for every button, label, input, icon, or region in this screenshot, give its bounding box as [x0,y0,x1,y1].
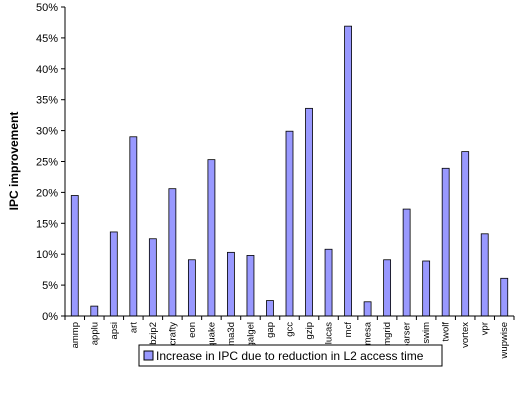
y-axis-label: IPC improvement [7,112,21,211]
bar-mgrid [383,259,392,317]
x-tick-label: vpr [480,322,491,335]
x-tick-label: mgrid [382,322,393,346]
bars [70,25,509,317]
legend-swatch [143,350,154,361]
x-tick-label: ammp [70,322,81,348]
x-tick-label: parser [402,322,413,349]
bar-twolf [441,167,450,317]
bar-gzip [305,107,313,317]
x-tick-label: applu [89,322,100,345]
x-tick-label: vortex [460,322,471,348]
x-tick-label: apsi [109,322,120,339]
x-tick-label: mesa [363,321,374,345]
bar-galgel [246,255,255,317]
x-axis-categories: ammp applu apsi art bzip2 crafty eon equake fma3… [64,316,515,359]
bar-swim [422,260,431,317]
bar-fma3d [227,251,235,317]
legend: Increase in IPC due to reduction in L2 a… [138,344,443,367]
x-tick-label: equake [206,322,217,353]
x-tick-label: gcc [285,322,296,337]
bar-gap [266,300,274,317]
y-tick-label: 20% [36,187,58,199]
x-tick-label: fma3d [226,322,237,348]
bar-equake [207,159,216,317]
x-tick-label: lucas [324,322,335,344]
y-tick-label: 40% [36,64,58,76]
bar-ammp [70,195,79,317]
y-tick-label: 15% [36,218,58,230]
bar-applu [90,305,99,317]
x-tick-label: swim [421,322,432,344]
y-tick-label: 30% [36,126,58,138]
bar-crafty [168,188,177,317]
y-tick-label: 45% [36,33,58,45]
x-tick-label: twolf [441,322,452,342]
bar-mcf [344,25,352,317]
x-tick-label: bzip2 [148,322,159,345]
y-tick-label: 0% [42,311,58,323]
y-tick-label: 35% [36,95,58,107]
bar-eon [187,259,196,317]
x-tick-label: eon [187,322,198,338]
bar-parser [402,208,411,317]
bar-apsi [109,231,118,317]
y-tick-label: 50% [36,2,58,14]
x-tick-label: mcf [343,322,354,338]
y-tick-label: 25% [36,157,58,169]
legend-label: Increase in IPC due to reduction in L2 a… [156,349,424,363]
bar-wupwise [500,277,509,317]
bar-bzip2 [148,238,157,317]
x-tick-label: wupwise [499,322,510,359]
x-tick-label: gzip [304,322,315,339]
y-tick-label: 10% [36,249,58,261]
bar-art [129,136,138,317]
x-tick-label: galgel [245,322,256,347]
bar-mesa [363,301,372,317]
bar-lucas [324,248,333,317]
bar-vortex [461,151,470,317]
y-axis-ticks: 0% 5% 10% 15% 20% 25% 30% 35% 40% 45% 50% [36,2,65,323]
bar-gcc [285,130,294,317]
bar-vpr [480,233,489,317]
x-tick-label: crafty [167,322,178,345]
legend-box [138,344,443,367]
x-tick-label: art [128,322,139,333]
x-tick-label: gap [265,322,276,338]
y-tick-label: 5% [42,280,58,292]
